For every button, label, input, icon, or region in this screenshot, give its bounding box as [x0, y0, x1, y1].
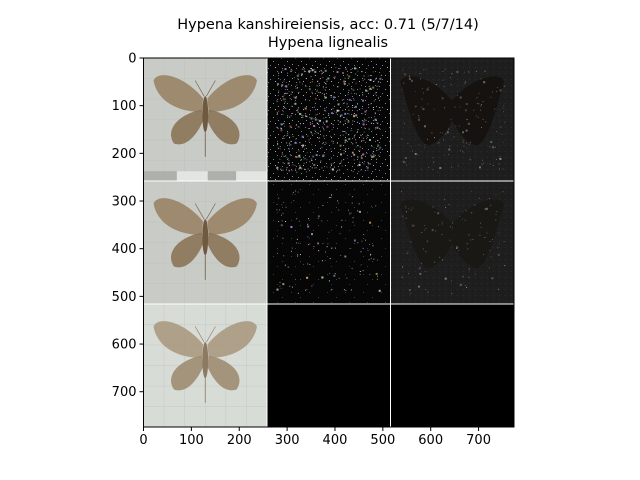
silhouette-right-wings	[452, 199, 504, 269]
moth-left-hindwing	[171, 109, 204, 145]
silhouette-left-wings	[400, 199, 453, 269]
saliency-background	[267, 181, 391, 304]
moth-right-forewing	[207, 321, 257, 358]
cell-r2-c1-empty	[267, 304, 391, 427]
cell-r0-c0-moth-photo	[143, 58, 267, 181]
x-tick-label: 0	[139, 433, 147, 448]
photo-label-light	[236, 171, 267, 181]
x-tick-label: 300	[275, 433, 300, 448]
saliency-background	[267, 58, 391, 181]
moth-left-forewing	[153, 75, 204, 112]
silhouette-left-wings	[400, 76, 453, 146]
cell-r1-c2-saliency-overlay	[390, 181, 514, 304]
moth-right-hindwing	[207, 232, 240, 268]
silhouette-right-wings	[452, 76, 504, 146]
y-tick-label: 400	[112, 242, 137, 257]
moth-left-forewing	[153, 321, 204, 358]
photo-label-light	[176, 171, 208, 181]
y-tick-label: 600	[112, 338, 137, 353]
moth	[153, 75, 257, 157]
moth-right-forewing	[207, 198, 257, 235]
x-tick-label: 100	[179, 433, 204, 448]
cell-r1-c1-saliency-color	[267, 181, 391, 304]
moth-left-forewing	[153, 198, 204, 235]
cell-r0-c1-saliency-color	[267, 58, 391, 181]
empty-cell	[267, 304, 391, 427]
saliency-speckles	[276, 190, 381, 294]
y-tick-label: 200	[112, 147, 137, 162]
moth	[153, 321, 257, 403]
cell-r2-c2-empty	[390, 304, 514, 427]
moth-antenna-left	[194, 80, 205, 97]
x-tick-label: 700	[466, 433, 491, 448]
saliency-speckles	[401, 190, 506, 294]
x-tick-label: 600	[418, 433, 443, 448]
moth-right-forewing	[207, 75, 257, 112]
empty-cell	[390, 304, 514, 427]
saliency-speckles	[276, 67, 382, 173]
x-tick-label: 500	[370, 433, 395, 448]
chart-title-line1: Hypena kanshireiensis, acc: 0.71 (5/7/14…	[177, 17, 479, 33]
moth-body	[202, 96, 209, 133]
saliency-speckles	[401, 68, 506, 173]
moth	[153, 198, 257, 280]
y-tick-label: 300	[112, 195, 137, 210]
moth-antenna-right	[206, 203, 216, 220]
y-tick-label: 500	[112, 290, 137, 305]
y-tick-label: 700	[112, 385, 137, 400]
moth-antenna-left	[194, 326, 205, 343]
y-tick-label: 0	[128, 52, 136, 67]
moth-body	[202, 342, 209, 379]
axes-frame	[143, 57, 515, 428]
moth-antenna-left	[194, 203, 205, 220]
x-tick-label: 400	[323, 433, 348, 448]
cell-r0-c2-saliency-overlay	[390, 58, 514, 181]
cell-r2-c0-moth-photo	[143, 304, 267, 427]
x-tick-label: 200	[227, 433, 252, 448]
moth-right-hindwing	[207, 109, 240, 145]
moth-antenna-right	[206, 326, 216, 343]
chart-title-line2: Hypena lignealis	[267, 35, 389, 51]
moth-silhouette	[400, 199, 504, 269]
moth-antenna-right	[206, 80, 216, 97]
image-grid	[143, 58, 514, 427]
axis-ticks: 0 100 200 300 400 500 600 700 0 100 200 300 400 500 60…	[112, 52, 491, 449]
moth-right-hindwing	[207, 355, 240, 391]
moth-silhouette	[400, 76, 504, 146]
moth-left-hindwing	[171, 355, 204, 391]
moth-left-hindwing	[171, 232, 204, 268]
cell-r1-c0-moth-photo	[143, 181, 267, 304]
moth-body	[202, 219, 209, 256]
y-tick-label: 100	[112, 99, 137, 114]
